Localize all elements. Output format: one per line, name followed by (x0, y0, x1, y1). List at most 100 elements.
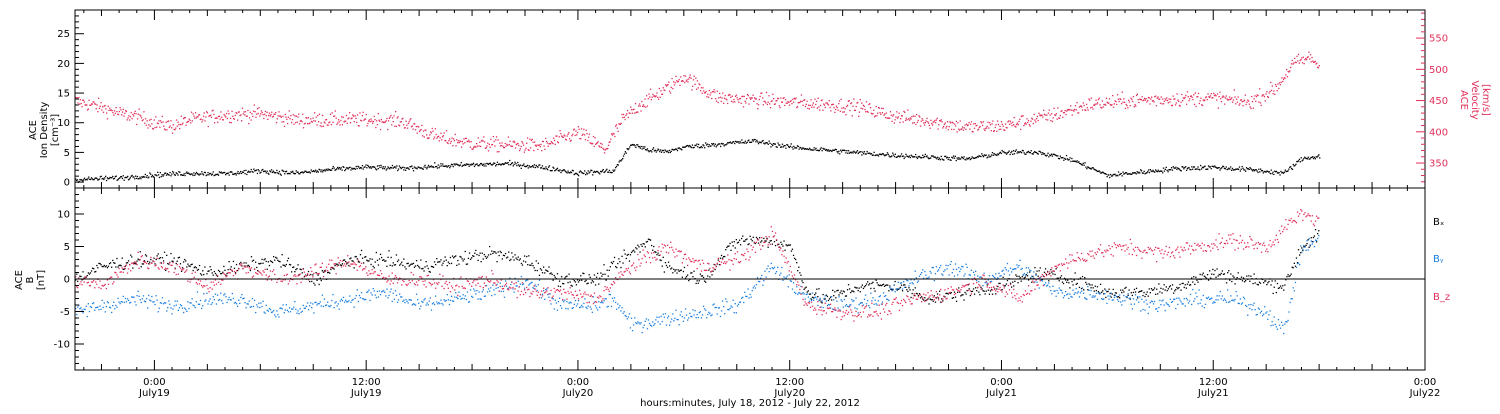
density-series-point (696, 143, 698, 145)
density-series-point (449, 167, 451, 169)
velocity-series-point (639, 105, 641, 107)
by-series-point (851, 298, 853, 301)
velocity-series-point (1047, 119, 1049, 121)
density-series-point (226, 172, 229, 175)
bx-series-point (441, 264, 443, 266)
by-series-point (485, 285, 488, 287)
velocity-series-point (278, 111, 280, 113)
by-series-point (404, 302, 406, 304)
velocity-series-point (814, 98, 816, 100)
velocity-series-point (649, 88, 652, 90)
by-series-point (135, 304, 137, 306)
by-series-point (657, 321, 659, 323)
bx-series-point (1013, 285, 1015, 287)
velocity-series-point (156, 122, 159, 124)
density-series-point (1126, 173, 1129, 175)
bottom-left-axis-label: ACE B [nT] (14, 270, 47, 290)
by-series-point (906, 279, 908, 281)
bx-series-point (371, 258, 373, 260)
by-series-point (752, 287, 754, 289)
by-series-point (207, 303, 209, 305)
bx-series-point (718, 264, 721, 266)
velocity-series-point (1253, 98, 1255, 100)
velocity-series-point (200, 118, 202, 120)
velocity-series-point (498, 151, 500, 153)
density-series-point (1116, 174, 1118, 176)
bx-series-point (752, 236, 754, 238)
velocity-series-point (515, 144, 517, 146)
bx-series-point (1236, 277, 1238, 279)
velocity-series-point (248, 117, 251, 119)
density-series-point (1066, 158, 1069, 160)
velocity-series-point (109, 109, 112, 111)
density-series-point (527, 167, 529, 169)
bx-series-point (1068, 282, 1070, 284)
velocity-series-point (958, 128, 960, 130)
by-series-point (666, 317, 669, 319)
bx-series-point (132, 267, 134, 269)
density-series-point (342, 166, 344, 168)
density-series-point (566, 172, 568, 174)
density-series-point (122, 175, 124, 177)
density-series-point (1102, 171, 1104, 173)
by-series-point (283, 312, 285, 314)
density-series-point (557, 169, 559, 172)
by-series-point (910, 279, 912, 281)
top-left-axis-label-line3: [cm⁻³] (50, 114, 61, 146)
bx-series-point (797, 270, 799, 272)
by-series-point (756, 277, 759, 279)
velocity-series-point (213, 113, 215, 116)
velocity-series-point (590, 142, 592, 144)
density-series-point (489, 162, 491, 164)
velocity-series-point (644, 98, 646, 100)
by-series-point (889, 287, 891, 289)
bx-series-point (891, 288, 893, 291)
density-series-point (1130, 173, 1132, 175)
by-series-point (631, 330, 634, 332)
density-series-point (264, 170, 266, 172)
bx-series-point (580, 275, 582, 277)
density-series-point (659, 151, 661, 153)
by-series-point (379, 294, 382, 296)
density-series-point (297, 171, 299, 173)
velocity-series-point (780, 97, 782, 99)
velocity-series-point (1188, 100, 1190, 102)
by-series-point (318, 303, 320, 305)
by-series-point (821, 300, 823, 302)
velocity-series-point (1247, 99, 1249, 101)
density-series-point (154, 174, 156, 176)
density-series-point (181, 174, 184, 176)
by-series-point (662, 313, 664, 315)
density-series-point (688, 146, 690, 148)
velocity-series-point (850, 102, 853, 104)
density-series-point (687, 145, 689, 147)
density-series-point (1238, 166, 1241, 168)
density-series-point (487, 163, 490, 166)
density-series-point (543, 167, 545, 169)
density-series-point (583, 172, 585, 175)
bx-series-point (878, 284, 880, 287)
density-series-point (802, 147, 804, 149)
bx-series-point (466, 263, 469, 265)
density-series-point (491, 164, 493, 166)
velocity-series-point (959, 120, 961, 122)
bx-series-point (1312, 236, 1315, 239)
velocity-series (75, 51, 1320, 154)
density-series-point (720, 142, 723, 145)
by-series-point (104, 311, 106, 313)
velocity-series-point (901, 115, 903, 117)
bx-series-point (630, 251, 633, 254)
by-series-point (583, 302, 585, 305)
bx-series-point (353, 267, 355, 269)
velocity-series-point (1171, 104, 1173, 107)
velocity-series-point (919, 116, 921, 118)
by-series-point (168, 300, 170, 302)
by-series-point (868, 305, 870, 307)
velocity-series-point (187, 121, 189, 123)
by-series-point (93, 302, 95, 304)
bx-series-point (139, 251, 141, 253)
bx-series-point (1149, 292, 1151, 294)
density-series-point (649, 150, 651, 152)
by-series-point (199, 299, 202, 302)
velocity-series-point (222, 119, 224, 121)
